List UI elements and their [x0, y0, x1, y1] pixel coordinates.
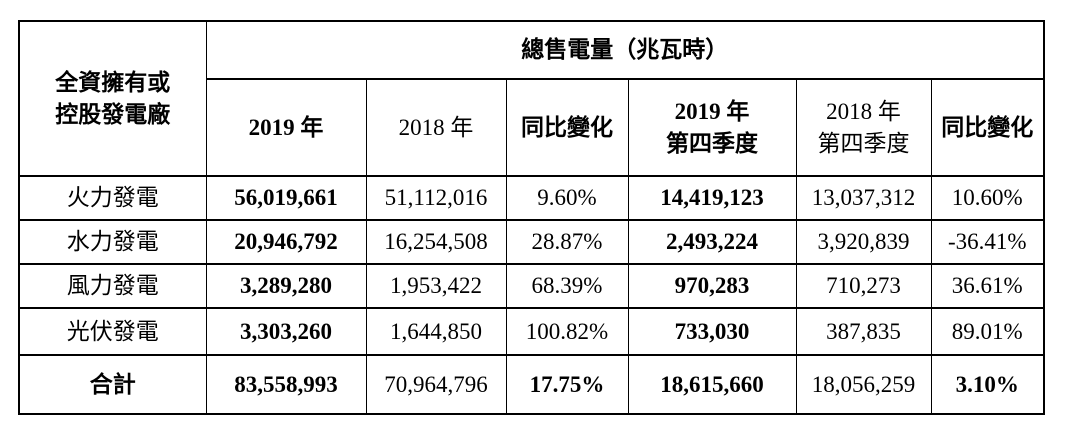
thermal-q4-yoy-value: 10.60%: [930, 175, 1045, 221]
solar-2018-value: 1,644,850: [365, 307, 507, 356]
row-label-wind: 風力發電: [18, 263, 207, 309]
table-row-thermal-power: 火力發電 56,019,661 51,112,016 9.60% 14,419,…: [18, 175, 1045, 221]
total-2018-q4-value: 18,056,259: [795, 354, 932, 415]
thermal-2018-value: 51,112,016: [365, 175, 507, 221]
hydro-2018-value: 16,254,508: [365, 219, 507, 265]
table-row-solar-power: 光伏發電 3,303,260 1,644,850 100.82% 733,030…: [18, 307, 1045, 356]
span-header-total-electricity-sold: 總售電量（兆瓦時）: [205, 20, 1045, 80]
wind-2019-value: 3,289,280: [205, 263, 367, 309]
solar-yoy-value: 100.82%: [505, 307, 629, 356]
table-header-row-1: 全資擁有或 控股發電廠 總售電量（兆瓦時）: [18, 20, 1045, 177]
wind-2018-value: 1,953,422: [365, 263, 507, 309]
hydro-yoy-value: 28.87%: [505, 219, 629, 265]
hydro-2019-value: 20,946,792: [205, 219, 367, 265]
solar-2018-q4-value: 387,835: [795, 307, 932, 356]
power-sales-table: 全資擁有或 控股發電廠 總售電量（兆瓦時） 2019 年 2018 年 同比變化…: [18, 20, 1045, 415]
hydro-q4-yoy-value: -36.41%: [930, 219, 1045, 265]
solar-2019-q4-value: 733,030: [627, 307, 797, 356]
total-q4-yoy-value: 3.10%: [930, 354, 1045, 415]
solar-q4-yoy-value: 89.01%: [930, 307, 1045, 356]
corner-header: 全資擁有或 控股發電廠: [18, 20, 207, 177]
col-header-2018: 2018 年: [365, 78, 507, 177]
total-yoy-value: 17.75%: [505, 354, 629, 415]
table-row-wind-power: 風力發電 3,289,280 1,953,422 68.39% 970,283 …: [18, 263, 1045, 309]
solar-2019-value: 3,303,260: [205, 307, 367, 356]
row-label-thermal: 火力發電: [18, 175, 207, 221]
wind-q4-yoy-value: 36.61%: [930, 263, 1045, 309]
thermal-2018-q4-value: 13,037,312: [795, 175, 932, 221]
wind-2019-q4-value: 970,283: [627, 263, 797, 309]
row-label-total: 合計: [18, 354, 207, 415]
table-row-hydro-power: 水力發電 20,946,792 16,254,508 28.87% 2,493,…: [18, 219, 1045, 265]
col-header-q4-yoy-change: 同比變化: [930, 78, 1045, 177]
row-label-hydro: 水力發電: [18, 219, 207, 265]
col-header-2019: 2019 年: [205, 78, 367, 177]
thermal-yoy-value: 9.60%: [505, 175, 629, 221]
col-header-2018-q4: 2018 年 第四季度: [795, 78, 932, 177]
col-header-yoy-change: 同比變化: [505, 78, 629, 177]
thermal-2019-q4-value: 14,419,123: [627, 175, 797, 221]
total-2019-q4-value: 18,615,660: [627, 354, 797, 415]
wind-2018-q4-value: 710,273: [795, 263, 932, 309]
wind-yoy-value: 68.39%: [505, 263, 629, 309]
table-row-total: 合計 83,558,993 70,964,796 17.75% 18,615,6…: [18, 354, 1045, 415]
hydro-2018-q4-value: 3,920,839: [795, 219, 932, 265]
table-header-row-2: 2019 年 2018 年 同比變化 2019 年 第四季度 2018 年 第四…: [19, 78, 1045, 177]
col-header-2019-q4: 2019 年 第四季度: [627, 78, 797, 177]
total-2018-value: 70,964,796: [365, 354, 507, 415]
total-2019-value: 83,558,993: [205, 354, 367, 415]
thermal-2019-value: 56,019,661: [205, 175, 367, 221]
row-label-solar: 光伏發電: [18, 307, 207, 356]
hydro-2019-q4-value: 2,493,224: [627, 219, 797, 265]
